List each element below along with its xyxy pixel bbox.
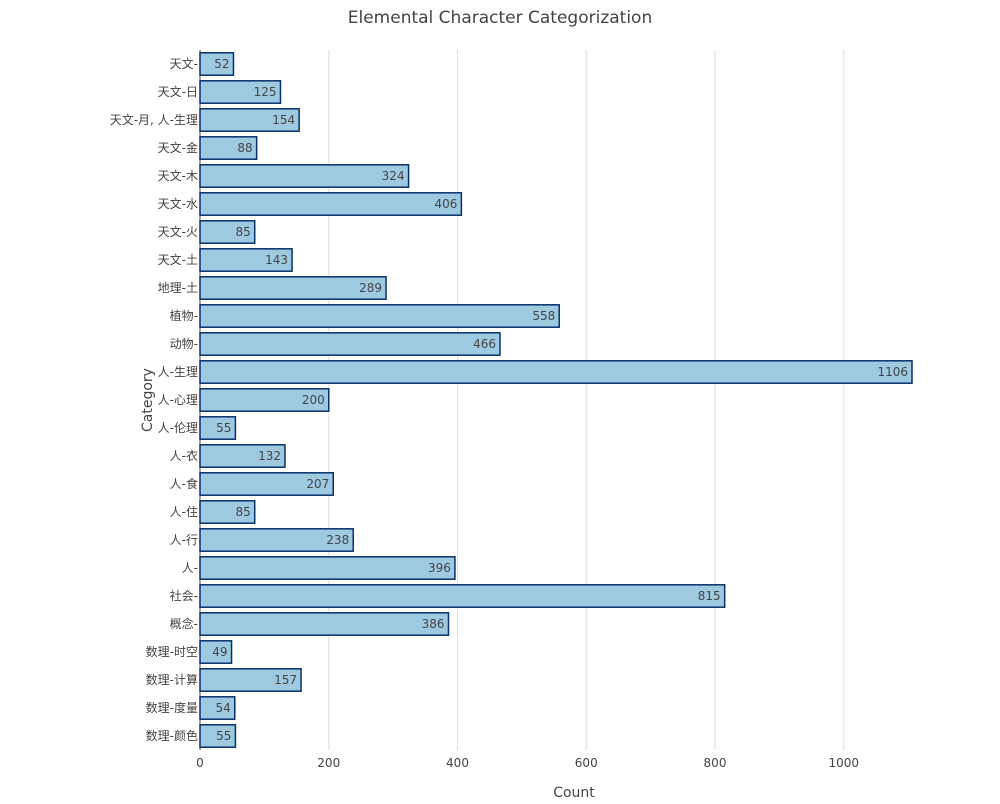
bar-value-label: 125 [254, 85, 277, 99]
bar [199, 472, 335, 496]
y-tick-label: 数理-计算 [146, 672, 198, 687]
y-tick-label: 人-伦理 [158, 420, 198, 435]
bar-value-label: 1106 [877, 365, 908, 379]
bar [199, 108, 300, 132]
bar [199, 528, 354, 552]
bar-value-label: 85 [235, 505, 250, 519]
bar-value-label: 466 [473, 337, 496, 351]
bar-value-label: 386 [422, 617, 445, 631]
bar [199, 360, 913, 384]
y-tick-label: 天文- [170, 56, 198, 71]
bar [199, 640, 233, 664]
y-tick-label: 人-生理 [158, 365, 198, 379]
bar [199, 612, 450, 636]
bar [199, 52, 235, 76]
y-tick-label: 天文-土 [158, 252, 198, 267]
y-tick-label: 人-心理 [158, 393, 198, 407]
y-axis-title: Category [140, 368, 156, 432]
bar [199, 276, 387, 300]
bar-value-label: 132 [258, 449, 281, 463]
bar-value-label: 558 [532, 309, 555, 323]
x-tick-layer: 0 200 400 600 800 1000 [196, 756, 859, 770]
y-tick-label: 地理-土 [158, 281, 198, 295]
x-axis-title: Count [553, 785, 595, 800]
y-tick-label: 人-衣 [170, 448, 198, 463]
y-tick-label: 人-食 [170, 476, 198, 491]
y-tick-label: 数理-时空 [146, 644, 198, 659]
x-tick-label: 600 [575, 756, 598, 770]
bar-value-label: 238 [326, 533, 349, 547]
y-tick-layer: 天文- 天文-日天文-月, 人-生理天文-金天文-木天文-水天文-火天文-土地理-… [110, 56, 198, 743]
y-tick-label: 植物- [170, 308, 198, 323]
y-tick-label: 人-行 [170, 533, 198, 547]
bar [199, 388, 330, 412]
chart-title: Elemental Character Categorization [347, 8, 653, 28]
bar [199, 164, 410, 188]
y-tick-label: 天文-火 [158, 224, 198, 239]
y-tick-label: 天文-日 [158, 84, 198, 99]
bar [199, 80, 282, 104]
y-tick-label: 天文-金 [158, 140, 198, 155]
bar-value-label: 815 [698, 589, 721, 603]
value-label-layer: 52 125 154 88 324 406 85 143 289 558 466 1106 200 55 1… [212, 57, 908, 743]
bar-value-label: 54 [215, 701, 230, 715]
bar [199, 416, 237, 440]
y-tick-label: 社会- [170, 588, 198, 603]
y-tick-label: 人- [182, 561, 198, 575]
y-tick-label: 数理-度量 [146, 700, 198, 715]
bar-value-label: 157 [274, 673, 297, 687]
bar-value-label: 154 [272, 113, 295, 127]
y-tick-label: 概念- [170, 616, 198, 631]
x-tick-label: 200 [317, 756, 340, 770]
bar-value-label: 207 [306, 477, 329, 491]
y-tick-label: 数理-颜色 [146, 728, 198, 743]
bar-value-label: 143 [265, 253, 288, 267]
x-tick-label: 1000 [828, 756, 859, 770]
bar-value-label: 88 [237, 141, 252, 155]
bar [199, 304, 560, 328]
y-tick-label: 天文-木 [158, 168, 198, 183]
bar [199, 192, 463, 216]
y-tick-label: 人-住 [170, 505, 198, 519]
bar-value-label: 406 [434, 197, 457, 211]
y-tick-label: 天文-月, 人-生理 [110, 112, 198, 127]
bar-value-label: 85 [235, 225, 250, 239]
bar [199, 500, 256, 524]
bar-value-label: 324 [382, 169, 405, 183]
bar-value-label: 49 [212, 645, 227, 659]
x-tick-label: 0 [196, 756, 204, 770]
y-tick-label: 动物- [170, 337, 198, 351]
x-tick-label: 800 [704, 756, 727, 770]
bar [199, 584, 726, 608]
bar [199, 332, 501, 356]
y-tick-label: 天文-水 [158, 196, 198, 211]
bar-value-label: 289 [359, 281, 382, 295]
bar [199, 444, 286, 468]
bar-value-label: 55 [216, 421, 231, 435]
bar-value-label: 396 [428, 561, 451, 575]
bar-value-label: 52 [214, 57, 229, 71]
bar [199, 696, 236, 720]
bar-layer [199, 52, 913, 748]
bar-value-label: 55 [216, 729, 231, 743]
bar [199, 220, 256, 244]
bar [199, 556, 456, 580]
x-tick-label: 400 [446, 756, 469, 770]
bar-value-label: 200 [302, 393, 325, 407]
bar [199, 724, 237, 748]
bar [199, 136, 258, 160]
bar [199, 248, 293, 272]
bar [199, 668, 302, 692]
